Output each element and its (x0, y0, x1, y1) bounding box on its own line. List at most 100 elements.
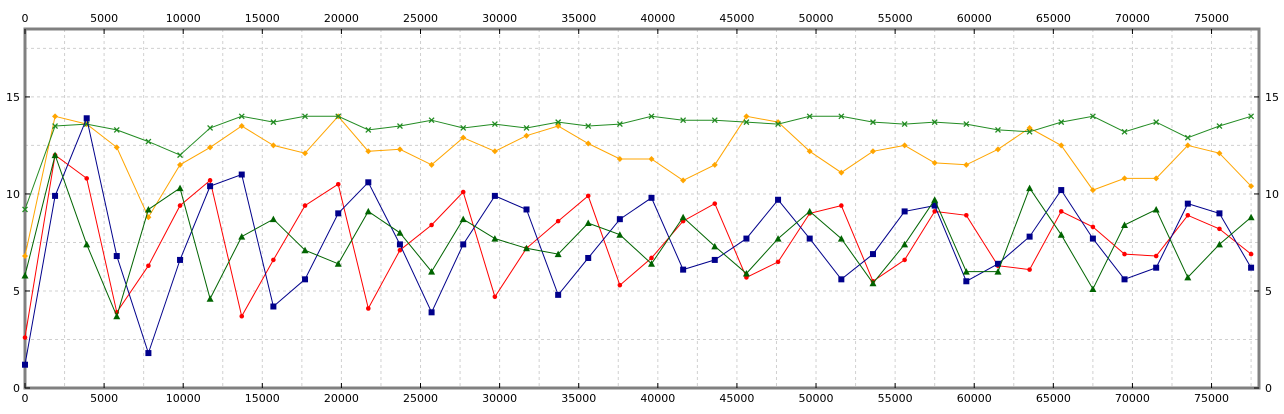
data-point-diamond (711, 161, 718, 168)
data-point-square (1089, 235, 1096, 242)
data-point-x (775, 121, 782, 128)
data-point-diamond (270, 142, 277, 149)
y-tick-label-right: 0 (1265, 382, 1272, 395)
data-point-triangle (83, 240, 91, 248)
grid-lines (25, 29, 1259, 388)
plot-area (25, 29, 1259, 388)
x-tick-label-top: 50000 (799, 12, 834, 25)
data-point-square (711, 256, 718, 263)
data-point-x (680, 117, 687, 124)
data-point-square (680, 266, 687, 273)
data-point-square (145, 350, 152, 357)
data-point-x (1026, 128, 1033, 135)
x-tick-label-bottom: 70000 (1115, 392, 1150, 405)
data-point-square (270, 303, 277, 310)
data-point-triangle (711, 242, 719, 250)
x-tick-label-bottom: 65000 (1036, 392, 1071, 405)
data-point-square (775, 196, 782, 203)
data-point-x (460, 125, 467, 131)
axis-ticks (24, 29, 1259, 389)
data-point-diamond (1216, 150, 1223, 157)
data-point-x (22, 206, 28, 213)
data-point-x (931, 119, 938, 126)
data-point-circle (1058, 209, 1064, 214)
data-point-circle (1122, 251, 1127, 257)
data-point-square (428, 309, 435, 316)
data-point-x (365, 126, 372, 133)
data-point-square (1058, 187, 1065, 194)
data-point-circle (585, 193, 591, 199)
data-point-triangle (1184, 273, 1192, 281)
x-tick-label-top: 30000 (482, 12, 517, 25)
data-point-diamond (648, 156, 655, 163)
data-point-square (238, 171, 245, 178)
data-point-square (1153, 264, 1160, 271)
data-point-circle (302, 203, 308, 208)
x-tick-label-bottom: 20000 (324, 392, 359, 405)
x-tick-label-top: 25000 (403, 12, 438, 25)
data-point-circle (1027, 267, 1032, 272)
data-point-square (365, 179, 372, 186)
data-point-diamond (680, 177, 687, 184)
data-point-square (52, 192, 59, 199)
data-point-square (1121, 276, 1128, 283)
data-point-square (555, 291, 562, 298)
data-point-triangle (51, 151, 59, 159)
data-point-diamond (1248, 183, 1255, 190)
x-tick-label-bottom: 15000 (245, 392, 280, 405)
data-point-circle (492, 294, 498, 300)
data-point-circle (1185, 212, 1191, 218)
data-point-x (238, 113, 245, 120)
data-point-x (145, 138, 152, 145)
data-point-diamond (901, 142, 908, 149)
x-tick-label-bottom: 50000 (799, 392, 834, 405)
x-tick-label-top: 35000 (561, 12, 596, 25)
data-point-diamond (743, 113, 750, 120)
data-point-square (22, 361, 28, 368)
data-point-x (113, 126, 120, 133)
data-point-circle (1248, 251, 1254, 257)
data-point-diamond (1089, 187, 1096, 194)
data-point-circle (429, 222, 434, 228)
data-point-circle (271, 257, 276, 263)
series-3 (22, 115, 1255, 368)
data-point-diamond (869, 148, 876, 155)
data-point-circle (335, 181, 341, 187)
data-point-diamond (1026, 124, 1033, 131)
data-point-diamond (1184, 142, 1191, 149)
data-point-x (207, 125, 214, 131)
x-tick-label-top: 60000 (957, 12, 992, 25)
data-point-triangle (238, 233, 246, 240)
data-point-square (491, 192, 498, 199)
data-point-x (585, 123, 592, 129)
data-point-diamond (207, 144, 214, 151)
data-point-circle (902, 257, 907, 263)
x-tick-label-top: 10000 (166, 12, 201, 25)
data-point-triangle (301, 246, 309, 254)
data-point-square (931, 202, 938, 209)
y-tick-label-right: 5 (1265, 285, 1272, 298)
data-point-x (995, 126, 1001, 133)
x-tick-label-top: 5000 (90, 12, 118, 25)
data-point-square (585, 254, 592, 261)
data-point-square (177, 256, 184, 263)
data-point-circle (617, 282, 623, 288)
data-point-x (1248, 113, 1255, 120)
series-1 (22, 113, 1255, 213)
data-point-square (335, 210, 342, 217)
data-point-circle (84, 176, 89, 181)
data-point-triangle (206, 295, 214, 302)
data-point-x (1089, 113, 1096, 120)
series-4 (21, 151, 1255, 320)
data-point-triangle (901, 240, 909, 248)
data-point-x (870, 119, 876, 126)
series-line (24, 153, 1252, 318)
x-tick-label-top: 15000 (245, 12, 280, 25)
data-point-diamond (1153, 175, 1160, 182)
data-point-square (302, 276, 309, 283)
data-point-triangle (1215, 240, 1223, 248)
data-point-triangle (962, 268, 970, 275)
data-point-square (1216, 210, 1223, 217)
data-point-circle (460, 189, 466, 195)
data-point-triangle (647, 260, 655, 267)
